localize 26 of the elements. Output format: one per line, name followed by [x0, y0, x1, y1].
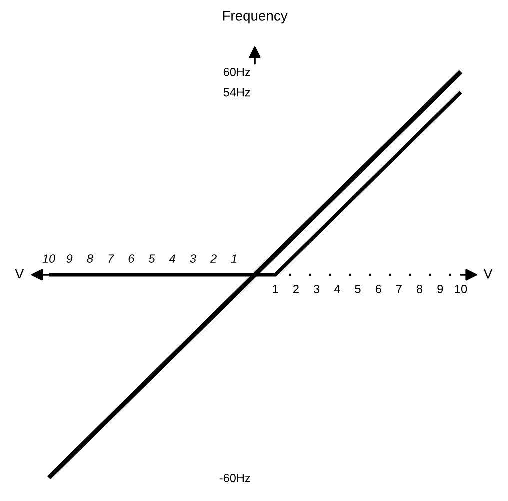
y-axis-title: Frequency	[223, 11, 288, 24]
x-tick-label: 4	[169, 254, 176, 263]
x-tick-label: 7	[108, 254, 114, 263]
y-tick-label: -60Hz	[220, 474, 250, 482]
y-tick-label: 54Hz	[224, 88, 250, 97]
x2-tick-label: 3	[314, 285, 320, 294]
x2-tick-label: 1	[273, 285, 278, 294]
x2-tick-label: 8	[417, 285, 423, 294]
x2-tick-label: 6	[376, 285, 382, 294]
x-axis-title: V	[484, 269, 493, 279]
x2-tick-label: 2	[294, 285, 299, 294]
x-tick-label: 1	[231, 254, 237, 263]
text: V	[15, 269, 24, 279]
x-tick-label: 9	[66, 254, 73, 263]
x-tick-label: 6	[128, 254, 135, 263]
x-tick-label: 3	[190, 254, 196, 263]
y-tick-label: 60Hz	[224, 68, 250, 76]
x2-tick-label: 5	[355, 285, 361, 294]
x2-tick-label: 10	[455, 285, 468, 294]
x2-tick-label: 4	[334, 285, 340, 294]
x-tick-label: 10	[42, 254, 56, 263]
x-tick-label: 5	[149, 254, 156, 263]
x-tick-label: 2	[210, 254, 217, 263]
x-tick-label: 8	[87, 254, 94, 263]
x2-tick-label: 9	[438, 285, 444, 294]
x2-tick-label: 7	[396, 285, 402, 294]
